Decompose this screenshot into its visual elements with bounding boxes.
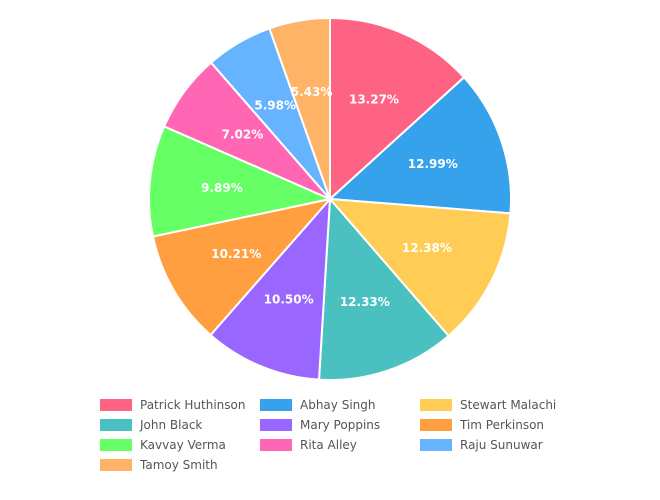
legend-swatch-john-black <box>100 419 132 431</box>
legend-label-stewart-malachi: Stewart Malachi <box>460 398 557 412</box>
legend-item-kavvay-verma[interactable]: Kavvay Verma <box>100 437 226 453</box>
legend-label-john-black: John Black <box>140 418 203 432</box>
pie-slice-stewart-malachi[interactable] <box>327 197 512 338</box>
legend-swatch-abhay-singh <box>260 399 292 411</box>
legend-item-rita-alley[interactable]: Rita Alley <box>260 437 357 453</box>
pie-slice-labels: 13.27% 12.99% 12.38% 12.33% 10.50% 10.21% 9.89… <box>201 85 458 309</box>
pie-slice-patrick-huthinson[interactable] <box>329 16 466 202</box>
legend-swatch-mary-poppins <box>260 419 292 431</box>
pie-slice-mary-poppins[interactable] <box>209 196 332 381</box>
pie-slice-label-john-black: 12.33% <box>340 295 390 309</box>
legend-item-tim-perkinson[interactable]: Tim Perkinson <box>420 417 544 433</box>
pie-slice-label-tim-perkinson: 10.21% <box>211 247 261 261</box>
pie-slice-label-stewart-malachi: 12.38% <box>402 241 452 255</box>
legend-label-patrick-huthinson: Patrick Huthinson <box>140 398 246 412</box>
legend-item-raju-sunuwar[interactable]: Raju Sunuwar <box>420 437 543 453</box>
legend-item-tamoy-smith[interactable]: Tamoy Smith <box>100 457 218 473</box>
pie-slice-label-raju-sunuwar: 5.98% <box>254 98 296 112</box>
legend-item-stewart-malachi[interactable]: Stewart Malachi <box>420 397 556 413</box>
pie-slice-tim-perkinson[interactable] <box>151 197 333 337</box>
legend-swatch-rita-alley <box>260 439 292 451</box>
legend-label-tamoy-smith: Tamoy Smith <box>140 458 218 472</box>
pie-slice-label-rita-alley: 7.02% <box>222 128 264 142</box>
pie-slice-label-abhay-singh: 12.99% <box>408 157 458 171</box>
legend-label-raju-sunuwar: Raju Sunuwar <box>460 438 543 452</box>
pie-slices <box>148 16 512 381</box>
pie-slice-label-kavvay-verma: 9.89% <box>201 181 243 195</box>
pie-slice-label-patrick-huthinson: 13.27% <box>349 93 399 107</box>
legend-swatch-kavvay-verma <box>100 439 132 451</box>
legend-label-kavvay-verma: Kavvay Verma <box>140 438 226 452</box>
legend-swatch-patrick-huthinson <box>100 399 132 411</box>
pie-slice-kavvay-verma[interactable] <box>148 125 334 238</box>
legend-label-tim-perkinson: Tim Perkinson <box>460 418 545 432</box>
legend-swatch-tim-perkinson <box>420 419 452 431</box>
legend-item-mary-poppins[interactable]: Mary Poppins <box>260 417 380 433</box>
legend-label-rita-alley: Rita Alley <box>300 438 357 452</box>
pie-slice-abhay-singh[interactable] <box>327 75 512 215</box>
legend-swatch-raju-sunuwar <box>420 439 452 451</box>
pie-slice-tamoy-smith[interactable] <box>268 16 331 200</box>
legend-label-mary-poppins: Mary Poppins <box>300 418 381 432</box>
legend-label-abhay-singh: Abhay Singh <box>300 398 376 412</box>
legend-swatch-tamoy-smith <box>100 459 132 471</box>
pie-slice-label-mary-poppins: 10.50% <box>264 292 314 306</box>
legend-swatch-stewart-malachi <box>420 399 452 411</box>
pie-slice-label-tamoy-smith: 5.43% <box>291 85 333 99</box>
legend-item-abhay-singh[interactable]: Abhay Singh <box>260 397 375 413</box>
legend-item-john-black[interactable]: John Black <box>100 417 202 433</box>
legend-item-patrick-huthinson[interactable]: Patrick Huthinson <box>100 397 245 413</box>
pie-slice-john-black[interactable] <box>317 196 450 381</box>
